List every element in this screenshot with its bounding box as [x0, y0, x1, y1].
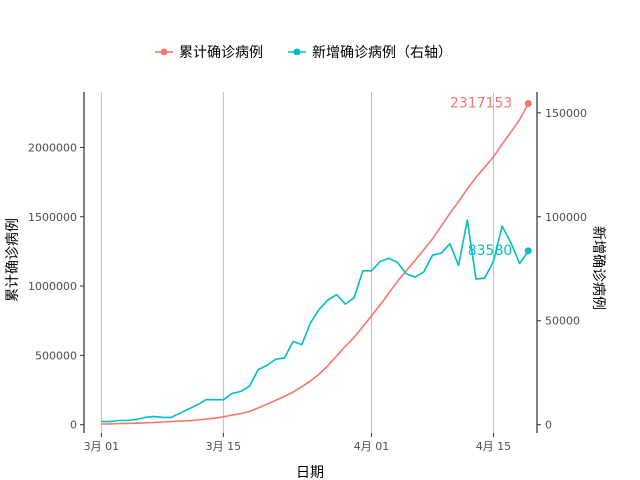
axes	[83, 92, 538, 433]
x-tick-label-3: 4月 15	[476, 440, 512, 453]
legend-label-cumulative: 累计确诊病例	[179, 45, 263, 61]
left-tick-label-2: 1000000	[28, 280, 77, 293]
cumulative-cases-line	[101, 103, 530, 425]
left-tick-label-1: 500000	[35, 349, 77, 362]
legend-key-glyph-cumulative: 8	[161, 54, 166, 63]
end-labels: 2317153 83580	[450, 95, 512, 258]
x-tick-label-0: 3月 01	[84, 440, 120, 453]
right-axis-ticks: 0 50000 100000 150000	[537, 107, 587, 432]
right-tick-label-2: 100000	[545, 211, 587, 224]
left-tick-label-3: 1500000	[28, 211, 77, 224]
grid	[100, 92, 494, 433]
new-cases-line	[101, 219, 529, 423]
x-tick-label-1: 3月 15	[206, 440, 242, 453]
legend-label-new: 新增确诊病例（右轴）	[312, 45, 452, 61]
right-tick-label-1: 50000	[545, 315, 580, 328]
cumulative-cases-end-point	[524, 99, 532, 107]
left-tick-label-4: 2000000	[28, 141, 77, 154]
legend-key-glyph-new: 8	[294, 54, 299, 63]
new-cases-end-point	[524, 247, 532, 255]
new-cases-end-label: 83580	[468, 243, 513, 259]
left-axis-title: 累计确诊病例	[5, 218, 21, 302]
right-axis-title: 新增确诊病例	[590, 226, 606, 310]
right-tick-label-0: 0	[545, 419, 552, 432]
right-tick-label-3: 150000	[545, 107, 587, 120]
x-axis-title: 日期	[296, 465, 324, 480]
left-axis-ticks: 0 500000 1000000 1500000 2000000	[28, 141, 84, 432]
series-lines	[101, 99, 532, 425]
x-tick-label-2: 4月 01	[354, 440, 390, 453]
cumulative-cases-end-label: 2317153	[450, 95, 512, 111]
x-axis-ticks: 3月 01 3月 15 4月 01 4月 15	[84, 433, 512, 453]
left-tick-label-0: 0	[70, 419, 77, 432]
legend: 8 累计确诊病例 8 新增确诊病例（右轴）	[155, 45, 452, 63]
legend-key-point-cumulative	[160, 48, 168, 56]
legend-key-point-new	[293, 48, 301, 56]
